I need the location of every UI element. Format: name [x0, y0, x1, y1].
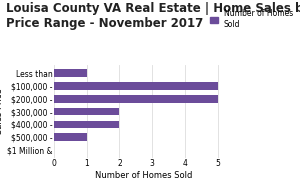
Bar	[54, 69, 87, 77]
Bar	[54, 95, 217, 103]
Bar	[54, 133, 87, 141]
Text: Louisa County VA Real Estate | Home Sales by
Price Range - November 2017: Louisa County VA Real Estate | Home Sale…	[6, 2, 300, 30]
X-axis label: Number of Homes Sold: Number of Homes Sold	[95, 171, 193, 180]
Y-axis label: Sales Price: Sales Price	[0, 89, 4, 134]
Legend: Number of Homes
Sold: Number of Homes Sold	[210, 9, 293, 29]
Bar	[54, 82, 217, 90]
Bar	[54, 108, 119, 116]
Bar	[54, 121, 119, 128]
